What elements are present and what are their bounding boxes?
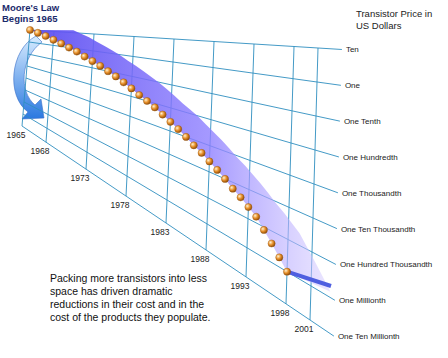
data-point: [58, 40, 65, 47]
data-group: [26, 26, 290, 275]
data-point: [104, 68, 111, 75]
data-point: [268, 240, 275, 247]
data-point: [283, 268, 290, 275]
data-point: [159, 111, 166, 118]
title: Moore's Law Begins 1965: [2, 2, 68, 24]
data-point: [26, 26, 33, 33]
y-tick-label: One Millionth: [339, 296, 386, 305]
data-point: [151, 104, 158, 111]
data-point: [112, 73, 119, 80]
data-point: [120, 79, 127, 86]
x-tick-label: 1988: [191, 254, 210, 264]
data-point: [73, 48, 80, 55]
data-point: [245, 203, 252, 210]
data-point: [175, 126, 182, 133]
annotation: Packing more transistors into less space…: [50, 272, 222, 324]
data-point: [65, 44, 72, 51]
data-point: [89, 57, 96, 64]
grid-line-x: [22, 30, 30, 126]
data-point: [50, 36, 57, 43]
data-point: [97, 62, 104, 69]
x-tick-label: 1983: [151, 227, 170, 237]
y-tick-label: One Ten Thousandth: [341, 225, 415, 234]
data-point: [34, 29, 41, 36]
data-point: [42, 32, 49, 39]
data-point: [143, 97, 150, 104]
data-point: [182, 133, 189, 140]
x-tick-label: 1968: [31, 146, 50, 156]
data-point: [276, 254, 283, 261]
data-point: [253, 213, 260, 220]
x-tick-label: 1993: [231, 281, 250, 291]
data-point: [237, 194, 244, 201]
y-tick-label: One Thousandth: [342, 189, 401, 198]
data-point: [190, 142, 197, 149]
x-tick-label: 2001: [295, 324, 314, 334]
data-point: [221, 175, 228, 182]
grid-line-x: [46, 32, 54, 143]
data-point: [81, 53, 88, 60]
y-tick-label: One Hundredth: [343, 153, 398, 162]
x-tick-label: 1978: [111, 200, 130, 210]
data-point: [214, 166, 221, 173]
data-point: [260, 226, 267, 233]
ribbon: [30, 30, 330, 292]
x-tick-label: 1973: [71, 173, 90, 183]
x-tick-label: 1998: [271, 308, 290, 318]
flat-bar: [287, 272, 331, 286]
chart-root: {"chart_data": { "type": "scatter", "tit…: [0, 0, 448, 358]
x-tick-label: 1965: [7, 130, 26, 140]
data-point: [229, 185, 236, 192]
data-point: [136, 91, 143, 98]
data-point: [167, 118, 174, 125]
y-axis-label: Transistor Price in US Dollars: [356, 8, 446, 32]
grid-line-x: [246, 44, 254, 277]
y-tick-label: One Ten Millionth: [338, 332, 400, 341]
y-tick-label: One Hundred Thousandth: [340, 260, 432, 269]
y-tick-label: One: [345, 81, 361, 90]
grid-line-x: [166, 39, 174, 223]
data-point: [198, 149, 205, 156]
data-point: [206, 158, 213, 165]
data-point: [128, 85, 135, 92]
y-tick-label: Ten: [346, 45, 359, 54]
y-tick-label: One Tenth: [344, 117, 381, 126]
